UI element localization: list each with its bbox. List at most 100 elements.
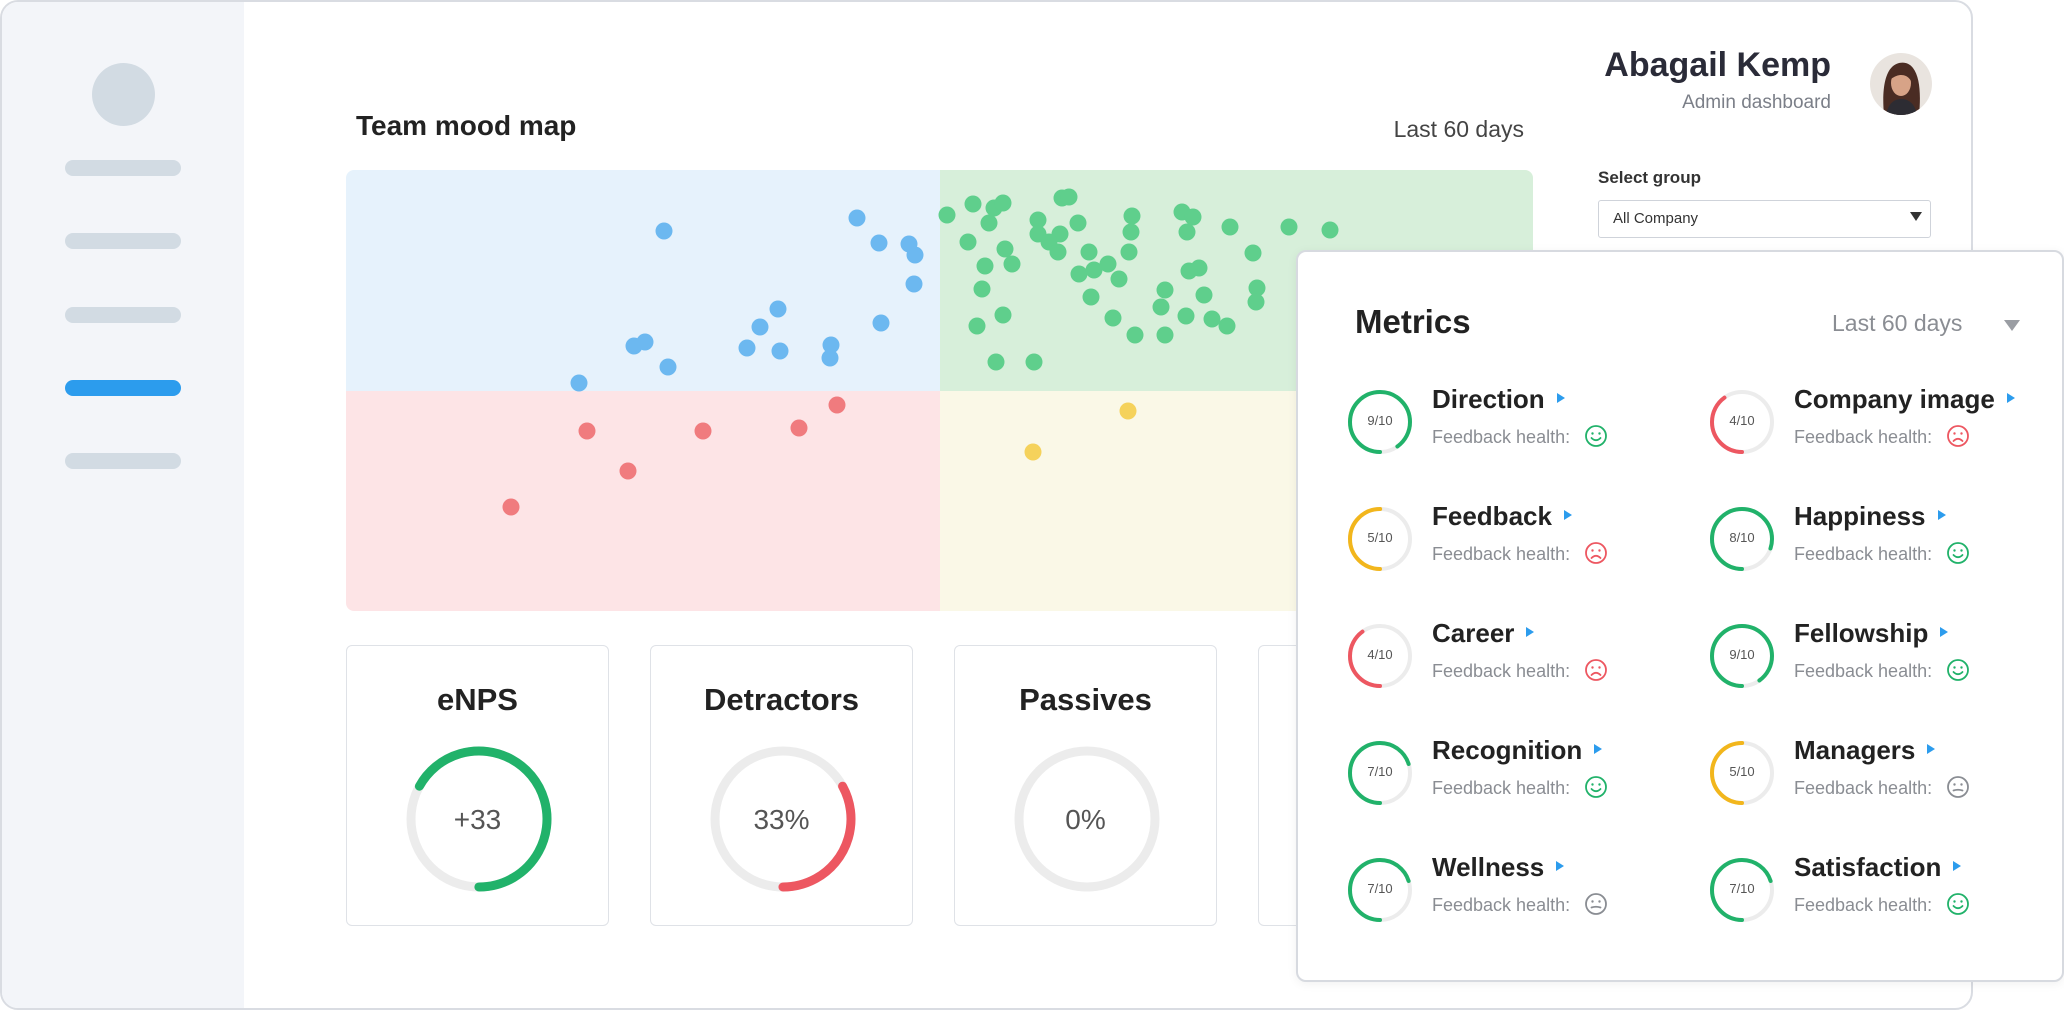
mood-dot-green[interactable] [1120,243,1138,261]
play-arrow-icon[interactable] [1953,861,1962,871]
mood-dot-red[interactable] [578,422,596,440]
sidebar-avatar-placeholder[interactable] [92,63,155,126]
metric-name[interactable]: Feedback [1432,501,1572,532]
mood-dot-yellow[interactable] [1119,402,1137,420]
metric-item[interactable]: 8/10 Happiness Feedback health: [1708,501,2048,581]
metric-item[interactable]: 7/10 Recognition Feedback health: [1346,735,1686,815]
metric-item[interactable]: 4/10 Company image Feedback health: [1708,384,2048,464]
mood-dot-green[interactable] [968,317,986,335]
mood-dot-green[interactable] [1082,288,1100,306]
play-arrow-icon[interactable] [1556,393,1565,403]
mood-dot-blue[interactable] [848,209,866,227]
metric-item[interactable]: 5/10 Feedback Feedback health: [1346,501,1686,581]
mood-dot-green[interactable] [1025,353,1043,371]
play-arrow-icon[interactable] [1927,744,1936,754]
metric-item[interactable]: 9/10 Fellowship Feedback health: [1708,618,2048,698]
metric-name[interactable]: Fellowship [1794,618,1949,649]
mood-dot-green[interactable] [1180,262,1198,280]
mood-dot-green[interactable] [1003,255,1021,273]
avatar[interactable] [1870,53,1932,115]
mood-dot-red[interactable] [619,462,637,480]
mood-dot-red[interactable] [790,419,808,437]
mood-dot-green[interactable] [1123,207,1141,225]
mood-dot-green[interactable] [1069,214,1087,232]
mood-dot-green[interactable] [1280,218,1298,236]
mood-dot-green[interactable] [1244,244,1262,262]
metric-item[interactable]: 7/10 Satisfaction Feedback health: [1708,852,2048,932]
mood-dot-green[interactable] [976,257,994,275]
mood-dot-blue[interactable] [655,222,673,240]
mood-dot-green[interactable] [1104,309,1122,327]
mood-dot-blue[interactable] [905,275,923,293]
mood-dot-green[interactable] [1221,218,1239,236]
mood-dot-green[interactable] [1085,261,1103,279]
mood-dot-green[interactable] [938,206,956,224]
sidebar-item-1[interactable] [65,160,181,176]
mood-dot-green[interactable] [1156,326,1174,344]
mood-dot-blue[interactable] [771,342,789,360]
mood-dot-green[interactable] [1049,243,1067,261]
sidebar-item-2[interactable] [65,233,181,249]
mood-dot-red[interactable] [502,498,520,516]
play-arrow-icon[interactable] [1556,861,1565,871]
mood-dot-blue[interactable] [906,246,924,264]
group-select[interactable]: All Company [1598,200,1931,238]
metric-name[interactable]: Recognition [1432,735,1603,766]
metric-item[interactable]: 7/10 Wellness Feedback health: [1346,852,1686,932]
metric-name[interactable]: Company image [1794,384,2015,415]
metrics-range-dropdown[interactable]: Last 60 days [1832,310,1963,336]
play-arrow-icon[interactable] [1937,510,1946,520]
mood-map-range[interactable]: Last 60 days [1393,116,1524,142]
play-arrow-icon[interactable] [1940,627,1949,637]
mood-dot-green[interactable] [1156,281,1174,299]
mood-dot-blue[interactable] [872,314,890,332]
mood-dot-blue[interactable] [738,339,756,357]
metric-name[interactable]: Managers [1794,735,1936,766]
mood-dot-green[interactable] [994,306,1012,324]
mood-dot-blue[interactable] [769,300,787,318]
sidebar-item-3[interactable] [65,307,181,323]
mood-dot-green[interactable] [1321,221,1339,239]
metric-name[interactable]: Career [1432,618,1535,649]
mood-dot-blue[interactable] [659,358,677,376]
mood-dot-blue[interactable] [822,336,840,354]
mood-dot-green[interactable] [980,214,998,232]
mood-dot-green[interactable] [1178,223,1196,241]
mood-dot-blue[interactable] [751,318,769,336]
metric-item[interactable]: 5/10 Managers Feedback health: [1708,735,2048,815]
sidebar-item-5[interactable] [65,453,181,469]
metric-item[interactable]: 9/10 Direction Feedback health: [1346,384,1686,464]
mood-dot-red[interactable] [828,396,846,414]
play-arrow-icon[interactable] [1594,744,1603,754]
mood-dot-green[interactable] [973,280,991,298]
mood-dot-blue[interactable] [636,333,654,351]
mood-dot-green[interactable] [1060,188,1078,206]
mood-dot-blue[interactable] [570,374,588,392]
play-arrow-icon[interactable] [1526,627,1535,637]
mood-dot-green[interactable] [987,353,1005,371]
mood-dot-green[interactable] [1070,265,1088,283]
mood-dot-green[interactable] [1177,307,1195,325]
mood-dot-green[interactable] [964,195,982,213]
mood-dot-green[interactable] [1080,243,1098,261]
caret-down-icon[interactable] [2004,320,2020,331]
mood-dot-green[interactable] [1122,223,1140,241]
mood-dot-green[interactable] [1152,298,1170,316]
mood-dot-green[interactable] [1248,279,1266,297]
metric-name[interactable]: Wellness [1432,852,1565,883]
mood-dot-green[interactable] [959,233,977,251]
mood-dot-green[interactable] [1203,310,1221,328]
play-arrow-icon[interactable] [2006,393,2015,403]
mood-dot-green[interactable] [1110,270,1128,288]
mood-dot-green[interactable] [1029,211,1047,229]
mood-dot-green[interactable] [994,194,1012,212]
mood-dot-green[interactable] [1218,317,1236,335]
mood-dot-green[interactable] [1126,326,1144,344]
mood-dot-blue[interactable] [821,349,839,367]
play-arrow-icon[interactable] [1563,510,1572,520]
sidebar-item-active[interactable] [65,380,181,396]
mood-dot-green[interactable] [1184,208,1202,226]
mood-dot-yellow[interactable] [1024,443,1042,461]
mood-dot-green[interactable] [996,240,1014,258]
mood-dot-red[interactable] [694,422,712,440]
